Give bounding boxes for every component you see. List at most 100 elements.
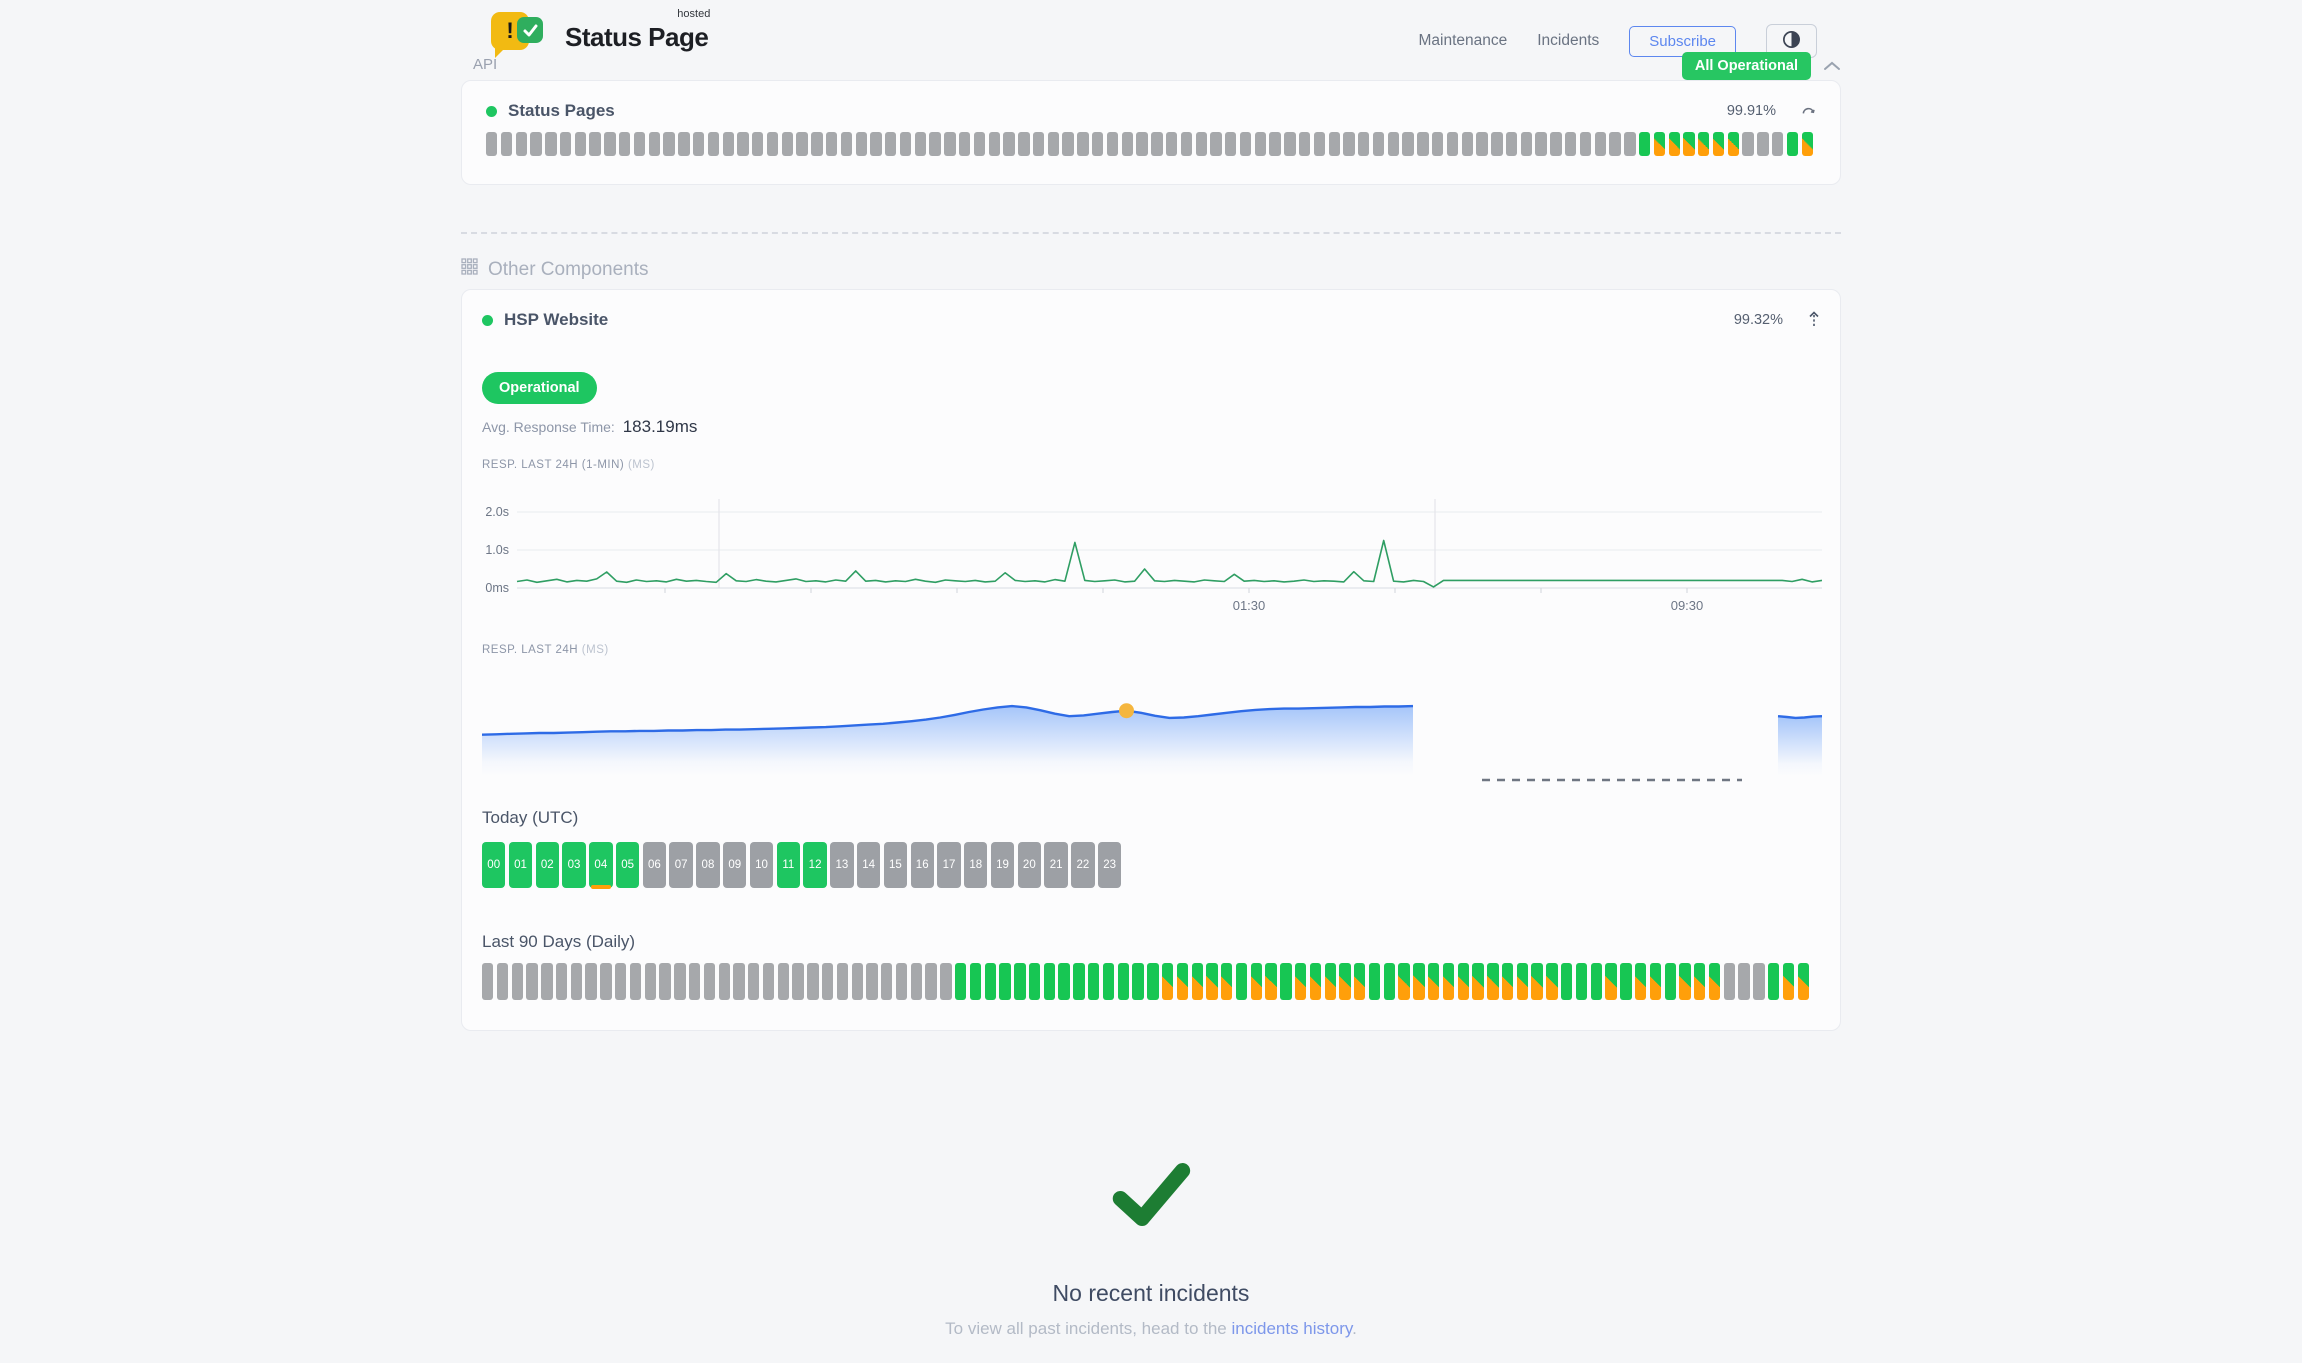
trend-up-icon[interactable] xyxy=(1808,311,1820,329)
no-incidents-subtitle: To view all past incidents, head to the … xyxy=(945,1319,1357,1338)
avg-response-value: 183.19ms xyxy=(622,417,698,436)
uptime-bar xyxy=(940,963,952,1000)
nav-link-maintenance[interactable]: Maintenance xyxy=(1418,32,1508,49)
uptime-bar xyxy=(1461,132,1473,156)
uptime-bar xyxy=(1694,963,1706,1000)
hour-cell-08: 08 xyxy=(696,842,720,888)
uptime-bar xyxy=(1210,132,1222,156)
uptime-bar xyxy=(1679,963,1691,1000)
uptime-bar xyxy=(1043,963,1056,1000)
chevron-up-icon[interactable] xyxy=(1823,61,1841,71)
uptime-bar xyxy=(1250,963,1263,1000)
uptime-bar xyxy=(1402,132,1414,156)
section-title-api: API xyxy=(473,56,498,73)
logo[interactable]: ! hosted Status Page xyxy=(491,8,710,60)
hour-cell-02: 02 xyxy=(535,842,559,888)
uptime-bar xyxy=(570,963,583,1000)
status-dot xyxy=(482,314,493,326)
uptime-bar xyxy=(929,132,941,156)
uptime-bar xyxy=(559,132,572,156)
dashed-divider xyxy=(461,232,1841,234)
hour-cell-07: 07 xyxy=(669,842,693,888)
uptime-bar xyxy=(1546,963,1558,1000)
overall-status-row: All Operational xyxy=(1681,52,1841,80)
response-chart-1min: 2.0s 1.0s 0ms 01:30 09:30 xyxy=(485,499,1822,613)
uptime-bar xyxy=(1284,132,1296,156)
uptime-bar xyxy=(1428,963,1440,1000)
uptime-bar xyxy=(1343,132,1355,156)
uptime-bar xyxy=(781,132,794,156)
other-components-header: Other Components xyxy=(461,258,1841,281)
uptime-bar xyxy=(574,132,587,156)
hsp-website-card: HSP Website 99.32% Operational Avg. Resp… xyxy=(461,289,1841,1031)
incidents-history-link[interactable]: incidents history xyxy=(1231,1319,1353,1338)
uptime-bar xyxy=(895,963,908,1000)
uptime-bar xyxy=(1102,963,1115,1000)
chart1-label: RESP. LAST 24H (1-MIN) (MS) xyxy=(482,459,655,471)
uptime-bar xyxy=(1121,132,1133,156)
hour-cell-18: 18 xyxy=(964,842,988,888)
uptime-bar xyxy=(866,963,878,1000)
uptime-bar xyxy=(1491,132,1503,156)
uptime-bar xyxy=(1136,132,1148,156)
nav-link-incidents[interactable]: Incidents xyxy=(1537,32,1600,49)
uptime-bar xyxy=(1180,132,1193,156)
uptime-bar xyxy=(703,963,716,1000)
uptime-bar xyxy=(633,132,646,156)
hour-cell-09: 09 xyxy=(723,842,747,888)
uptime-bar xyxy=(1417,132,1429,156)
uptime-bar xyxy=(973,132,986,156)
uptime-bar xyxy=(1786,132,1799,156)
uptime-bar xyxy=(1206,963,1218,1000)
uptime-bar xyxy=(899,132,912,156)
api-card: Status Pages 99.91% xyxy=(461,80,1841,185)
uptime-bar xyxy=(1062,132,1074,156)
uptime-bar xyxy=(748,963,760,1000)
uptime-bar xyxy=(1579,132,1592,156)
uptime-bar xyxy=(1328,132,1340,156)
uptime-bar xyxy=(1472,963,1484,1000)
uptime-bar xyxy=(944,132,956,156)
today-hours: 00 01 02 03 04 05 06 07 08 09 10 11 12 13 14 15 16 17 18 19… xyxy=(482,842,1820,889)
uptime-bar xyxy=(1531,963,1543,1000)
uptime-bar xyxy=(1313,132,1326,156)
avg-response-label: Avg. Response Time: xyxy=(482,419,615,435)
uptime-bar xyxy=(1609,132,1621,156)
hour-cell-16: 16 xyxy=(910,842,934,888)
uptime-bar xyxy=(1280,963,1292,1000)
operational-badge: Operational xyxy=(482,372,597,404)
hour-cell-05: 05 xyxy=(615,842,640,888)
uptime-bar xyxy=(1161,963,1174,1000)
uptime-bar xyxy=(1594,132,1606,156)
uptime-bar xyxy=(1446,132,1459,156)
uptime-bar xyxy=(541,963,553,1000)
contrast-icon xyxy=(1781,31,1802,53)
uptime-bar xyxy=(766,132,779,156)
uptime-bar xyxy=(1147,963,1159,1000)
uptime-bar xyxy=(619,132,631,156)
uptime-bar xyxy=(692,132,705,156)
refresh-icon[interactable] xyxy=(1801,104,1816,119)
uptime-bar xyxy=(840,132,853,156)
uptime-bars-api xyxy=(486,132,1816,156)
uptime-bar xyxy=(1398,963,1410,1000)
uptime-bar xyxy=(1712,132,1725,156)
uptime-bar xyxy=(1742,132,1754,156)
logo-check-icon xyxy=(517,17,543,43)
uptime-bar xyxy=(1634,963,1647,1000)
uptime-bar xyxy=(1767,963,1780,1000)
uptime-bar xyxy=(1151,132,1163,156)
hour-cell-21: 21 xyxy=(1044,842,1068,888)
uptime-bar xyxy=(881,963,893,1000)
uptime-bar xyxy=(1624,132,1636,156)
uptime-bar xyxy=(969,963,982,1000)
uptime-bar xyxy=(1501,963,1514,1000)
chart2-label: RESP. LAST 24H (MS) xyxy=(482,644,609,656)
uptime-bar xyxy=(1294,963,1307,1000)
uptime-bar xyxy=(1383,963,1396,1000)
uptime-bar xyxy=(1195,132,1207,156)
uptime-bar xyxy=(1339,963,1351,1000)
uptime-bar xyxy=(1073,963,1085,1000)
hour-cell-10: 10 xyxy=(749,842,774,888)
svg-text:0ms: 0ms xyxy=(485,581,509,595)
